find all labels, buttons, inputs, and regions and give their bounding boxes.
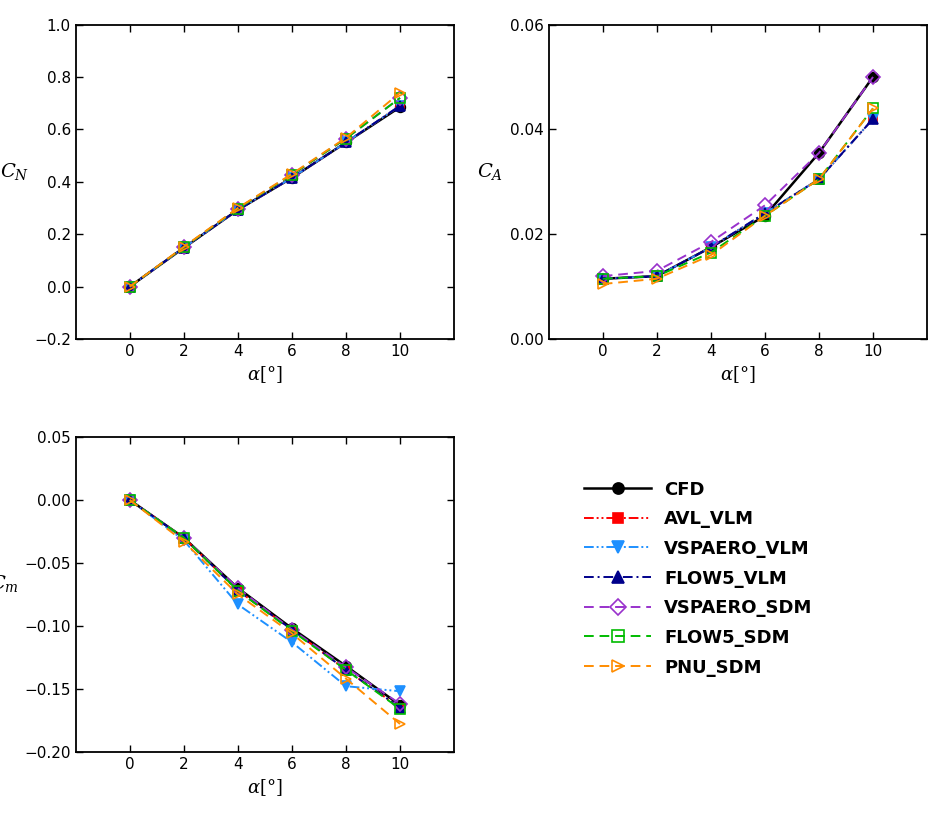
X-axis label: $\alpha[°]$: $\alpha[°]$ <box>247 777 283 798</box>
Y-axis label: $C_N$: $C_N$ <box>0 161 29 182</box>
X-axis label: $\alpha[°]$: $\alpha[°]$ <box>247 364 283 386</box>
Legend: CFD, AVL_VLM, VSPAERO_VLM, FLOW5_VLM, VSPAERO_SDM, FLOW5_SDM, PNU_SDM: CFD, AVL_VLM, VSPAERO_VLM, FLOW5_VLM, VS… <box>576 472 821 685</box>
Y-axis label: $C_m$: $C_m$ <box>0 574 19 595</box>
X-axis label: $\alpha[°]$: $\alpha[°]$ <box>720 364 756 386</box>
Y-axis label: $C_A$: $C_A$ <box>478 161 503 182</box>
